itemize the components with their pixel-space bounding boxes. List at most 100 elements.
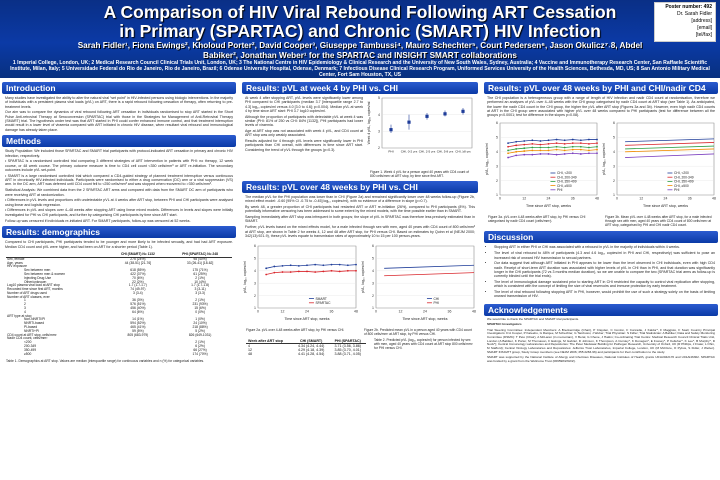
- data-point: [571, 142, 574, 145]
- data-point: [322, 263, 325, 266]
- x-tick-label: 12: [281, 309, 285, 313]
- intro-heading: Introduction: [2, 82, 236, 94]
- table-cell: 74 (49-97): [130, 287, 146, 292]
- x-tick-label: 36: [571, 197, 575, 201]
- methods-paragraph: • Differences in pVL levels and proporti…: [5, 198, 233, 207]
- table-cell: 3.85 (3.70, 4.01): [334, 347, 361, 352]
- data-point: [306, 270, 308, 272]
- discussion-bullet: The level of viral rebound following sto…: [494, 290, 715, 299]
- table-row: 48 4.41 (4.28, 4.54) 3.88 (3.71, 4.05): [246, 352, 366, 356]
- data-point: [515, 141, 518, 144]
- contact-name: Dr. Sarah Fidler: [676, 11, 712, 17]
- table-cell: 4.29 (4.18, 4.39): [297, 347, 325, 352]
- table-cell: 350-499: [24, 347, 37, 352]
- y-tick-label: 5: [613, 136, 615, 140]
- y-tick-label: 1: [254, 306, 256, 310]
- discussion-bullet: Our data suggest that although ART initi…: [494, 261, 715, 278]
- table1-caption: Table 1. Demographics at ART stop. Value…: [6, 359, 205, 364]
- data-point: [515, 151, 518, 154]
- data-point: [547, 147, 550, 149]
- table-row: Number of ART classes, ever: [6, 295, 232, 300]
- y-tick-label: 2: [613, 179, 615, 183]
- data-point: [539, 147, 542, 149]
- data-point: [547, 153, 550, 156]
- y-axis-label: pVL, log₁₀ copies/ml: [243, 260, 247, 292]
- table-cell: <200: [24, 340, 32, 345]
- figure2b-block: 1 2 3 4 5 6 0 12 24 36 48 Time since ART stop, week…: [360, 242, 478, 337]
- methods-heading: Methods: [2, 135, 236, 148]
- table-cell: 64 (6%): [132, 309, 144, 314]
- x-axis-label: Time since ART stop, weeks: [402, 317, 447, 321]
- week48-paragraph: The median pVL for the PHI population wa…: [245, 195, 475, 204]
- y-axis-label: pVL, log₁₀ copies/ml: [361, 260, 365, 292]
- table-cell: 24 (10%): [193, 321, 207, 326]
- table-cell: 5 (2%): [195, 328, 205, 333]
- table-cell: ART type at stop: [7, 313, 32, 318]
- table-cell: 1: [24, 298, 26, 303]
- table-header: PHI (SPARTAC): [329, 338, 366, 344]
- week4-heading: Results: pVL at week 4 by PHI vs. CHI: [242, 82, 478, 94]
- plot-area: [381, 97, 473, 149]
- data-point: [523, 147, 526, 150]
- table-cell: 3 (3-4): [133, 290, 143, 295]
- table-row: 2 576 (51%) 231 (93%): [6, 302, 232, 307]
- data-point: [407, 120, 411, 124]
- cd4-text: The CHI population is a heterogeneous gr…: [487, 96, 715, 118]
- y-tick-label: 3: [496, 165, 498, 169]
- data-point: [579, 142, 582, 145]
- table-cell: 3.88 (3.71, 4.05): [334, 351, 361, 356]
- column-left: Introduction Many studies have investiga…: [2, 82, 236, 364]
- table-cell: 456 (40%): [130, 306, 146, 311]
- table-cell: 4: [24, 309, 26, 314]
- methods-paragraph: • Differences in pVL and slopes over 4–4…: [5, 208, 233, 217]
- data-point: [596, 152, 598, 155]
- x-tick-label: CHI, 0-2 yrs: [401, 150, 418, 154]
- demographics-heading: Results: demographics: [2, 226, 236, 239]
- table-row: 4 64 (6%) 0 (0%): [6, 309, 232, 315]
- legend-label: CHI, 350-499: [557, 180, 577, 184]
- data-point: [338, 263, 341, 266]
- data-point: [596, 149, 598, 152]
- x-tick-label: 0: [616, 197, 618, 201]
- y-tick-label: 5: [378, 96, 380, 100]
- table-cell: PI-based: [24, 325, 38, 330]
- y-axis-label: pVL, log₁₀ copies/ml: [602, 143, 606, 175]
- x-tick-label: 36: [448, 309, 452, 313]
- data-point: [588, 152, 590, 155]
- table-cell: Sex, female: [7, 256, 25, 261]
- table-cell: 3.71 (3.56, 3.86): [334, 343, 361, 348]
- figure3-row: 1 2 3 4 5 6 0 12 24 36 48 Time since ART stop, week…: [484, 119, 718, 228]
- table-cell: Sex between men: [24, 268, 51, 273]
- cd4-heading: Results: pVL over 48 weeks by PHI and CH…: [484, 82, 718, 103]
- legend-label: PHI: [674, 188, 680, 192]
- data-point: [314, 270, 317, 273]
- table2-row: Week after ART stop CHI (SMART) PHI (SPA…: [242, 337, 478, 358]
- x-tick-label: CHI, 2-5 yrs: [419, 150, 436, 154]
- data-point: [273, 265, 276, 268]
- legend-label: CHI, ≥500: [674, 184, 689, 188]
- table-row: Sex between men 618 (55%) 175 (71%): [6, 268, 232, 273]
- data-point: [523, 154, 526, 157]
- table-cell: Other/unknown: [24, 279, 47, 284]
- y-tick-label: 1: [372, 306, 374, 310]
- table-cell: Age, years: [7, 260, 23, 265]
- table-cell: 0 (0%): [195, 309, 205, 314]
- y-tick-label: 3: [378, 130, 380, 134]
- table-cell: 70 (6%): [132, 275, 144, 280]
- discussion-text: Stopping ART in either PHI or CHI was as…: [484, 243, 718, 302]
- series-line: [625, 142, 715, 147]
- data-point: [555, 146, 558, 149]
- methods-paragraph: • SMART is a large randomised controlled…: [5, 173, 233, 187]
- table-cell: 59 (5%): [132, 328, 144, 333]
- table-cell: 3 (3-3): [195, 290, 205, 295]
- poster-number-box: Poster number: 492 Dr. Sarah Fidler [add…: [654, 2, 716, 42]
- figure1-block: 5 4 3 2 Week 4 pVL, log₁₀ copies/ml PHI CHI, 0…: [366, 94, 476, 179]
- plot-area: [616, 123, 715, 196]
- table-cell: 12: [248, 347, 252, 352]
- data-point: [265, 273, 268, 276]
- table-row: Non-NNRTI/PI 14 (1%) 1 (0%): [6, 318, 232, 322]
- series-line: [507, 153, 597, 159]
- table-row: NNRTI+PI 59 (5%) 5 (2%): [6, 328, 232, 334]
- figure3a-block: 1 2 3 4 5 6 0 12 24 36 48 Time since ART stop, week…: [484, 119, 601, 228]
